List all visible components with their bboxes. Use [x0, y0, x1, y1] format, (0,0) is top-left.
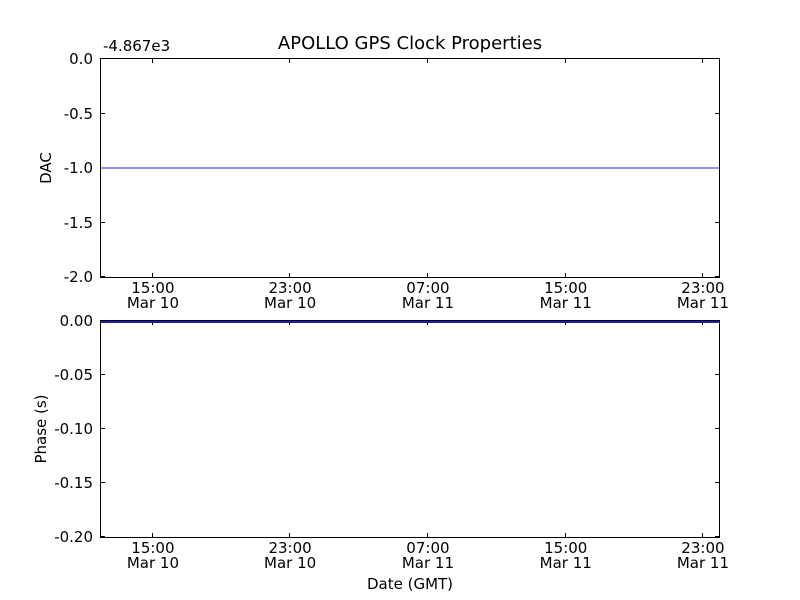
y-tick-label: 0.0 — [69, 50, 93, 68]
x-tick-mark — [564, 273, 566, 277]
x-tick-mark — [564, 533, 566, 537]
x-tick-label: 15:00 Mar 10 — [126, 539, 179, 572]
x-tick-mark — [426, 59, 428, 63]
x-tick-mark — [701, 533, 703, 537]
y-tick-mark — [101, 221, 105, 223]
y-axis-label-dac: DAC — [37, 152, 55, 184]
x-tick-label: 23:00 Mar 10 — [264, 539, 317, 572]
x-tick-mark — [289, 533, 291, 537]
y-tick-mark — [101, 276, 105, 277]
y-tick-mark — [715, 428, 719, 429]
y-tick-mark — [715, 112, 719, 114]
y-tick-label: -0.05 — [54, 366, 93, 384]
x-tick-mark — [151, 321, 153, 325]
x-tick-mark — [289, 59, 291, 63]
x-tick-mark — [701, 59, 703, 63]
y-tick-mark — [715, 536, 719, 537]
x-tick-label: 15:00 Mar 11 — [539, 279, 592, 312]
y-tick-mark — [715, 374, 719, 375]
y-tick-mark — [101, 320, 105, 321]
x-tick-mark — [564, 59, 566, 63]
chart-title: APOLLO GPS Clock Properties — [277, 33, 543, 54]
y-tick-label: -0.15 — [54, 474, 93, 492]
x-tick-mark — [151, 533, 153, 537]
x-tick-mark — [701, 321, 703, 325]
y-tick-label: -1.0 — [63, 159, 93, 177]
x-tick-mark — [151, 273, 153, 277]
y-tick-mark — [101, 112, 105, 114]
x-tick-mark — [426, 321, 428, 325]
x-tick-label: 15:00 Mar 10 — [126, 279, 179, 312]
x-tick-mark — [289, 273, 291, 277]
x-tick-mark — [701, 273, 703, 277]
y-axis-label-phase: Phase (s) — [32, 394, 50, 464]
x-tick-label: 23:00 Mar 11 — [676, 279, 729, 312]
y-axis-offset-text: -4.867e3 — [103, 37, 171, 55]
y-tick-label: -0.20 — [54, 528, 93, 546]
y-tick-mark — [715, 482, 719, 483]
y-tick-mark — [715, 58, 719, 59]
y-tick-mark — [715, 320, 719, 321]
x-tick-label: 07:00 Mar 11 — [401, 539, 454, 572]
y-tick-mark — [101, 482, 105, 483]
y-tick-label: 0.00 — [59, 312, 93, 330]
x-tick-mark — [289, 321, 291, 325]
x-tick-mark — [426, 533, 428, 537]
y-tick-mark — [101, 374, 105, 375]
x-tick-label: 15:00 Mar 11 — [539, 539, 592, 572]
y-tick-mark — [101, 428, 105, 429]
x-tick-label: 23:00 Mar 11 — [676, 539, 729, 572]
y-tick-mark — [715, 221, 719, 223]
x-tick-label: 07:00 Mar 11 — [401, 279, 454, 312]
x-tick-mark — [426, 273, 428, 277]
y-tick-mark — [101, 58, 105, 59]
y-tick-mark — [101, 536, 105, 537]
y-tick-label: -0.10 — [54, 420, 93, 438]
x-tick-label: 23:00 Mar 10 — [264, 279, 317, 312]
phase-plot-axes: Phase (s) Date (GMT) 0.00 -0.05 -0.10 -0.15… — [32, 312, 729, 593]
y-tick-label: -0.5 — [63, 104, 93, 123]
x-axis-label: Date (GMT) — [366, 575, 454, 593]
data-line — [101, 167, 719, 169]
dac-plot-axes: APOLLO GPS Clock Properties -4.867e3 DAC… — [37, 33, 729, 311]
y-tick-label: -2.0 — [63, 268, 93, 286]
x-tick-mark — [564, 321, 566, 325]
x-tick-mark — [151, 59, 153, 63]
y-tick-mark — [715, 276, 719, 277]
y-tick-label: -1.5 — [63, 213, 93, 232]
data-line — [101, 321, 719, 323]
